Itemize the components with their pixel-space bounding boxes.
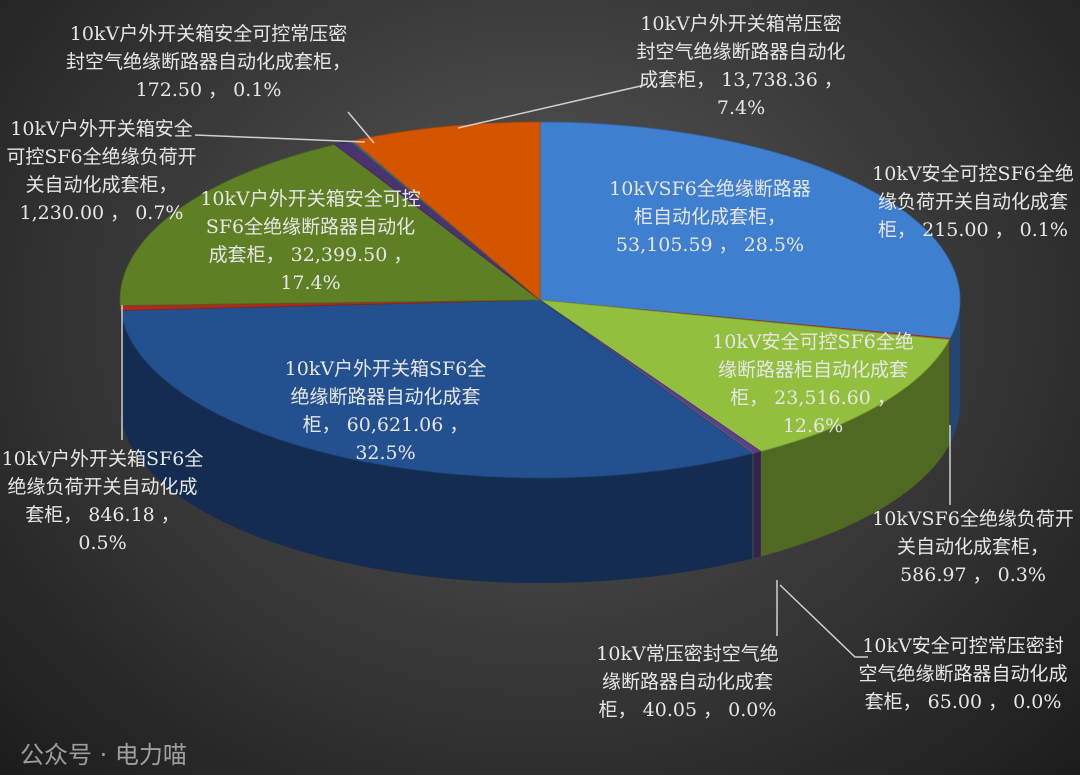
label-value: 172.50 ， [135, 79, 228, 101]
label-percent: 0.1% [227, 79, 282, 101]
leader-line [347, 111, 375, 144]
leader-lines [121, 84, 951, 658]
label-percent: 0.5% [78, 532, 127, 554]
label-name: 10kV安全可控SF6全绝缘负荷开关自动化成套柜， [872, 163, 1074, 241]
leader-line [194, 134, 366, 143]
data-label: 10kVSF6全绝缘断路器柜自动化成套柜， 53,105.59 ， 28.5% [600, 175, 820, 259]
label-name: 10kV常压密封空气绝缘断路器自动化成套柜， [596, 643, 779, 721]
label-name: 10kV户外开关箱安全可控SF6全绝缘断路器自动化成套柜， [200, 188, 421, 266]
leader-line [457, 84, 646, 129]
label-name: 10kVSF6全绝缘断路器柜自动化成套柜， [609, 178, 811, 228]
label-value: 40.05 ， [636, 699, 723, 721]
data-label: 10kV常压密封空气绝缘断路器自动化成套柜， 40.05 ， 0.0% [590, 640, 785, 724]
pie-side-0 [950, 300, 960, 444]
label-percent: 12.6% [782, 415, 844, 437]
data-label: 10kVSF6全绝缘负荷开关自动化成套柜， 586.97 ， 0.3% [868, 505, 1078, 589]
leader-line [779, 584, 868, 658]
label-percent: 7.4% [716, 97, 766, 119]
data-label: 10kV户外开关箱常压密封空气绝缘断路器自动化成套柜， 13,738.36 ， … [636, 10, 846, 122]
data-label: 10kV户外开关箱SF6全绝缘断路器自动化成套柜， 60,621.06 ， 32… [278, 355, 493, 467]
data-label: 10kV户外开关箱安全可控SF6全绝缘负荷开关自动化成套柜， 1,230.00 … [4, 115, 199, 227]
pie-slice-6[interactable] [120, 299, 754, 479]
label-name: 10kV安全可控SF6全绝缘断路器柜自动化成套柜， [712, 331, 914, 409]
label-value: 586.97 ， [900, 564, 992, 586]
label-value: 60,621.06 ， [340, 414, 469, 436]
label-value: 23,516.60 ， [768, 387, 896, 409]
pie-slice-0[interactable] [539, 121, 961, 339]
label-value: 846.18 ， [82, 504, 180, 526]
data-label: 10kV户外开关箱安全可控SF6全绝缘断路器自动化成套柜， 32,399.50 … [198, 185, 423, 297]
pie-sides [120, 300, 960, 584]
label-value: 65.00 ， [921, 691, 1008, 713]
label-value: 32,399.50 ， [284, 244, 413, 266]
label-value: 53,105.59 ， [615, 234, 738, 256]
label-name: 10kV户外开关箱安全可控常压密封空气绝缘断路器自动化成套柜， [66, 23, 352, 73]
pie-tops [119, 121, 961, 479]
label-value: 215.00 ， [916, 219, 1014, 241]
label-percent: 0.1% [1013, 219, 1068, 241]
label-percent: 0.3% [991, 564, 1046, 586]
label-name: 10kV户外开关箱常压密封空气绝缘断路器自动化成套柜， [636, 13, 846, 91]
pie-side-1 [949, 338, 951, 445]
label-percent: 32.5% [355, 442, 416, 464]
label-name: 10kV户外开关箱SF6全绝缘负荷开关自动化成套柜， [1, 448, 204, 526]
data-label: 10kV安全可控常压密封空气绝缘断路器自动化成套柜， 65.00 ， 0.0% [858, 632, 1068, 716]
label-percent: 28.5% [737, 234, 805, 256]
label-percent: 0.0% [722, 699, 777, 721]
label-percent: 17.4% [280, 272, 341, 294]
label-name: 10kV户外开关箱SF6全绝缘断路器自动化成套柜， [284, 358, 487, 436]
data-label: 10kV户外开关箱SF6全绝缘负荷开关自动化成套柜， 846.18 ， 0.5% [0, 445, 205, 557]
pie-slice-2[interactable] [539, 299, 951, 452]
pie-side-6 [120, 310, 753, 584]
label-percent: 0.7% [129, 202, 184, 224]
data-label: 10kV户外开关箱安全可控常压密封空气绝缘断路器自动化成套柜， 172.50 ，… [66, 20, 351, 104]
pie-slice-11[interactable] [351, 121, 541, 301]
data-label: 10kV安全可控SF6全绝缘负荷开关自动化成套柜， 215.00 ， 0.1% [868, 160, 1078, 244]
pie-side-2 [760, 339, 950, 557]
label-name: 10kV安全可控常压密封空气绝缘断路器自动化成套柜， [858, 635, 1068, 713]
label-value: 13,738.36 ， [715, 69, 843, 91]
label-percent: 0.0% [1007, 691, 1062, 713]
pie-slice-8[interactable] [119, 144, 542, 306]
label-value: 1,230.00 ， [19, 202, 130, 224]
label-name: 10kV户外开关箱安全可控SF6全绝缘负荷开关自动化成套柜， [6, 118, 197, 196]
pie-side-3 [753, 451, 761, 559]
pie-side-7 [120, 305, 121, 416]
pie-side-4 [752, 453, 754, 559]
watermark: 公众号 · 电力喵 [20, 741, 187, 769]
data-label: 10kV安全可控SF6全绝缘断路器柜自动化成套柜， 23,516.60 ， 12… [708, 328, 918, 440]
label-name: 10kVSF6全绝缘负荷开关自动化成套柜， [872, 508, 1074, 558]
